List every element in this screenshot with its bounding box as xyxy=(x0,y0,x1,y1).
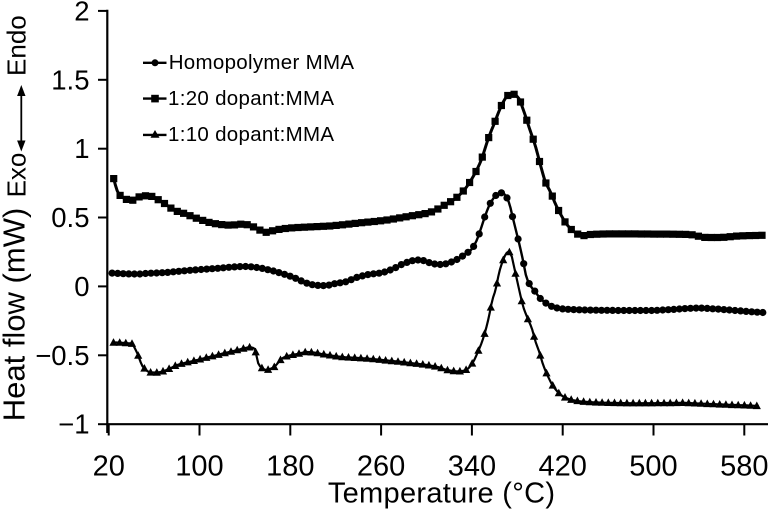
svg-text:Heat flow (mW): Heat flow (mW) xyxy=(0,208,32,422)
svg-text:0.5: 0.5 xyxy=(51,202,89,233)
svg-text:Exo: Exo xyxy=(2,153,32,198)
svg-text:580: 580 xyxy=(720,451,768,483)
svg-text:180: 180 xyxy=(266,451,314,483)
svg-text:100: 100 xyxy=(175,451,223,483)
svg-text:Endo: Endo xyxy=(2,15,32,76)
svg-text:420: 420 xyxy=(539,451,587,483)
svg-text:2: 2 xyxy=(74,0,89,26)
svg-text:Temperature (°C): Temperature (°C) xyxy=(328,478,556,510)
svg-text:−1: −1 xyxy=(58,409,89,440)
svg-text:Homopolymer MMA: Homopolymer MMA xyxy=(169,51,355,74)
svg-text:260: 260 xyxy=(357,451,405,483)
svg-text:1: 1 xyxy=(74,133,89,164)
svg-text:1:10 dopant:MMA: 1:10 dopant:MMA xyxy=(168,123,334,146)
svg-text:−0.5: −0.5 xyxy=(35,340,89,371)
svg-text:500: 500 xyxy=(629,451,677,483)
svg-text:1.5: 1.5 xyxy=(51,64,89,95)
svg-text:20: 20 xyxy=(93,451,125,483)
svg-text:1:20 dopant:MMA: 1:20 dopant:MMA xyxy=(168,87,334,110)
svg-text:0: 0 xyxy=(74,271,89,302)
svg-text:340: 340 xyxy=(448,451,496,483)
